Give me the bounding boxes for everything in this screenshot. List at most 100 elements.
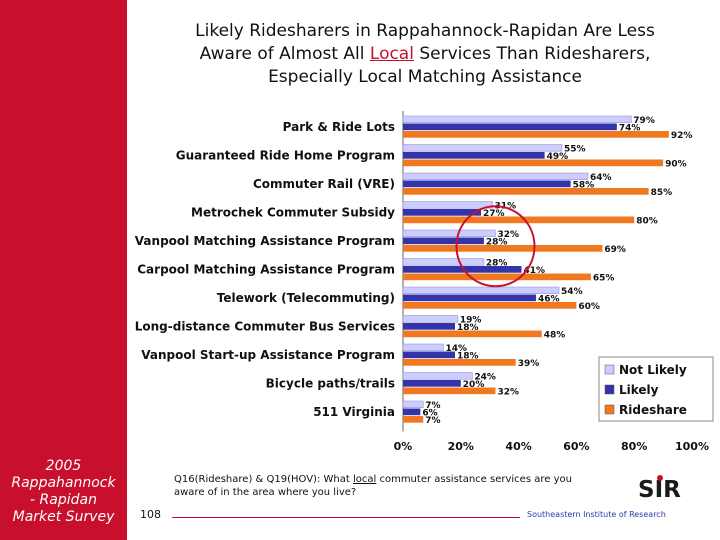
data-label: 18% xyxy=(457,323,479,333)
caption-line: Rappahannock xyxy=(11,475,116,491)
legend-swatch xyxy=(604,364,615,375)
bar-rideshare xyxy=(403,159,664,167)
bar-not-likely xyxy=(402,172,589,180)
category-label: Commuter Rail (VRE) xyxy=(253,177,395,191)
title-line-2-end: Services Than Ridesharers, xyxy=(413,44,651,64)
data-label: 60% xyxy=(578,302,600,312)
bar-likely xyxy=(403,152,545,159)
x-tick-label: 40% xyxy=(505,440,531,453)
data-label: 65% xyxy=(593,274,615,284)
data-label: 55% xyxy=(564,145,586,155)
bar-rideshare xyxy=(403,387,496,395)
category-label: Long-distance Commuter Bus Services xyxy=(135,320,395,334)
footer-divider xyxy=(172,517,520,518)
bar-likely xyxy=(403,123,617,131)
data-label: 28% xyxy=(486,238,508,248)
question-footnote: Q16(Rideshare) & Q19(HOV): What local co… xyxy=(174,473,604,499)
footnote-start: Q16(Rideshare) & Q19(HOV): What xyxy=(174,474,353,485)
data-label: 64% xyxy=(590,173,612,183)
data-label: 7% xyxy=(425,401,440,411)
category-label: Telework (Telecommuting) xyxy=(217,291,395,305)
data-label: 18% xyxy=(457,352,479,362)
data-label: 20% xyxy=(463,380,485,390)
bar-not-likely xyxy=(402,115,632,123)
data-label: 46% xyxy=(538,295,560,305)
data-label: 24% xyxy=(474,373,496,383)
bar-rideshare xyxy=(403,216,635,224)
x-tick-label: 20% xyxy=(448,440,474,453)
data-label: 7% xyxy=(425,416,440,426)
bar-rideshare xyxy=(403,273,591,281)
data-label: 92% xyxy=(671,131,693,141)
caption-line: 2005 xyxy=(45,458,82,474)
data-label: 39% xyxy=(518,359,540,369)
legend-entry: Not Likely xyxy=(619,363,687,377)
category-label: Metrochek Commuter Subsidy xyxy=(191,206,395,220)
data-label: 80% xyxy=(636,217,658,227)
bar-rideshare xyxy=(403,330,542,338)
x-tick-label: 100% xyxy=(675,440,709,453)
bar-not-likely xyxy=(402,258,485,266)
bar-likely xyxy=(403,209,482,216)
bar-rideshare xyxy=(403,416,424,423)
bar-rideshare xyxy=(403,245,603,252)
category-label: Carpool Matching Assistance Program xyxy=(137,263,395,277)
data-label: 14% xyxy=(445,344,467,354)
highlight-circle xyxy=(455,205,536,288)
x-tick-label: 60% xyxy=(563,440,589,453)
data-label: 58% xyxy=(573,181,595,191)
category-label: Vanpool Start-up Assistance Program xyxy=(141,348,395,362)
title-line-3: Especially Local Matching Assistance xyxy=(268,67,582,87)
data-label: 27% xyxy=(483,209,505,219)
bar-likely xyxy=(403,294,536,302)
caption-line: Market Survey xyxy=(12,509,115,525)
bar-likely xyxy=(403,408,421,416)
data-label: 79% xyxy=(633,116,655,126)
awareness-bar-chart: Park & Ride Lots 79%74% 92% Guaranteed Ride… xyxy=(135,111,714,453)
legend-entry: Rideshare xyxy=(619,403,687,417)
footnote-end: commuter assistance services are you awa… xyxy=(174,474,572,498)
data-label: 19% xyxy=(460,316,482,326)
slide-title: Likely Ridesharers in Rappahannock-Rapid… xyxy=(140,20,710,89)
bar-not-likely xyxy=(402,400,424,408)
data-label: 90% xyxy=(665,160,687,170)
legend-entry: Likely xyxy=(619,383,659,397)
data-label: 74% xyxy=(619,124,641,134)
category-label: Bicycle paths/trails xyxy=(266,377,395,391)
legend-swatch xyxy=(604,384,615,395)
bar-not-likely xyxy=(402,343,444,351)
title-line-1: Likely Ridesharers in Rappahannock-Rapid… xyxy=(195,21,655,41)
survey-caption: 2005 Rappahannock - Rapidan Market Surve… xyxy=(0,458,127,526)
data-label: 32% xyxy=(497,388,519,398)
bar-likely xyxy=(403,266,522,273)
sidebar-band: 2005 Rappahannock - Rapidan Market Surve… xyxy=(0,0,127,540)
data-label: 28% xyxy=(486,259,508,269)
data-label: 54% xyxy=(561,287,583,297)
bar-not-likely xyxy=(402,229,496,237)
caption-line: - Rapidan xyxy=(30,492,97,508)
title-line-2: Aware of Almost All Local Services Than … xyxy=(140,43,710,66)
legend-box xyxy=(598,356,714,422)
data-label: 6% xyxy=(422,409,437,419)
data-label: 48% xyxy=(544,331,566,341)
data-label: 41% xyxy=(523,266,545,276)
x-tick-label: 80% xyxy=(621,440,647,453)
bar-not-likely xyxy=(402,315,459,323)
category-label: Park & Ride Lots xyxy=(283,120,395,134)
bar-likely xyxy=(403,180,571,188)
bar-likely xyxy=(403,237,484,245)
title-line-2-start: Aware of Almost All xyxy=(199,44,370,64)
sir-logo: SIR xyxy=(638,475,681,501)
bar-rideshare xyxy=(403,302,577,309)
legend-swatch xyxy=(604,404,615,415)
bar-not-likely xyxy=(402,286,560,294)
bar-rideshare xyxy=(403,188,649,195)
x-tick-label: 0% xyxy=(394,440,413,453)
title-local-word: Local xyxy=(369,44,414,64)
bar-likely xyxy=(403,351,456,359)
category-label: Vanpool Matching Assistance Program xyxy=(135,234,395,248)
org-name: Southeastern Institute of Research xyxy=(527,510,666,519)
bar-not-likely xyxy=(402,144,563,152)
logo-letters: SIR xyxy=(638,477,681,501)
category-label: Guaranteed Ride Home Program xyxy=(176,149,395,163)
